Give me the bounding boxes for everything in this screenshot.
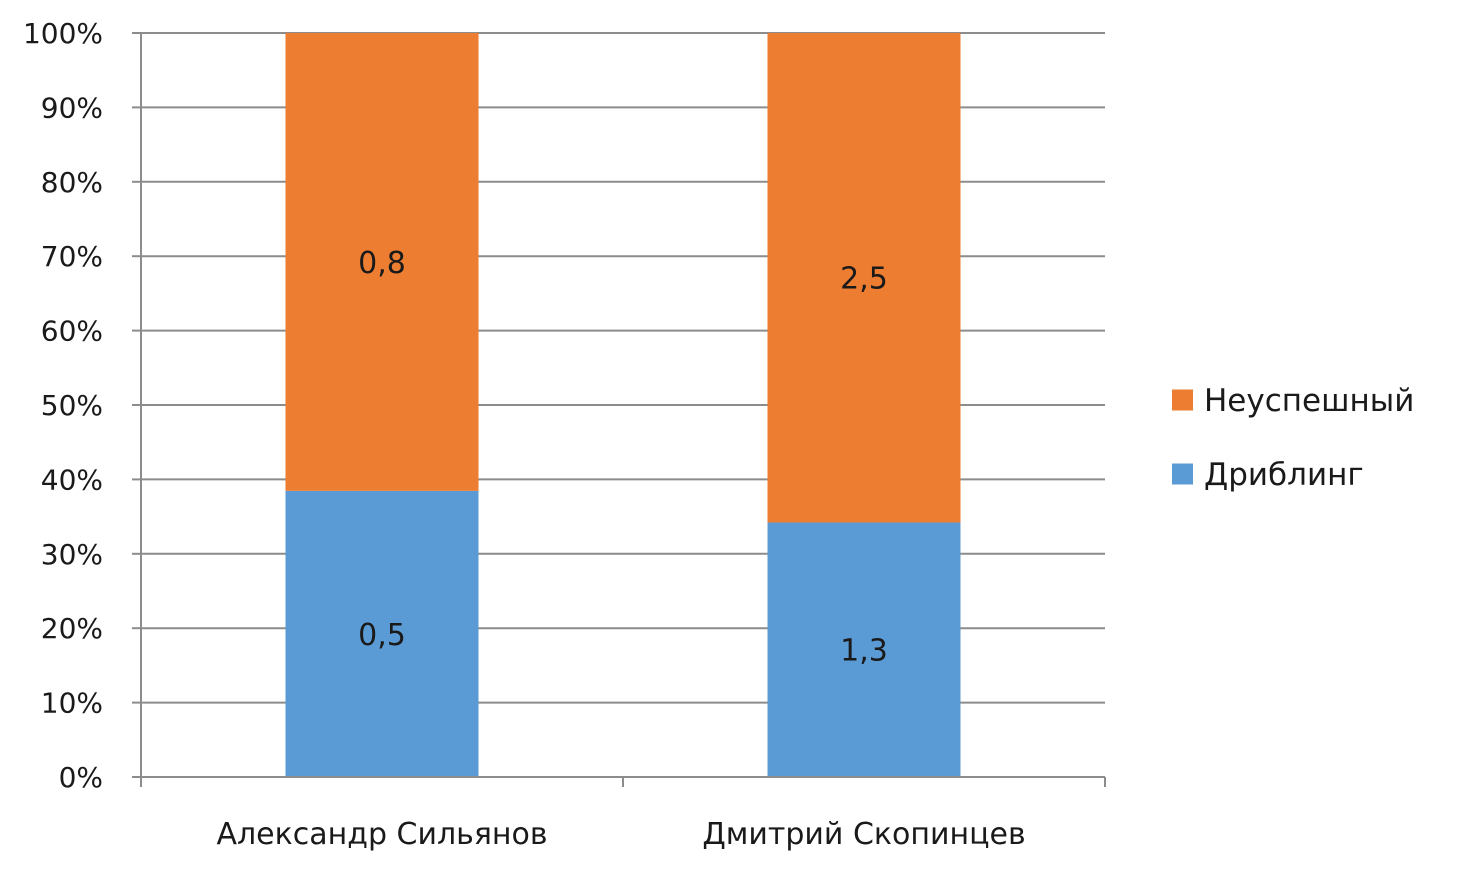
data-label: 1,3 — [840, 634, 888, 669]
bar-segment — [767, 33, 961, 523]
bar-segment — [767, 522, 961, 777]
bar-segment — [285, 490, 479, 777]
data-label: 0,8 — [358, 246, 406, 281]
axes — [132, 32, 1106, 787]
category-label: Александр Сильянов — [216, 817, 547, 852]
y-tick-labels: 0% 10% 20% 30% 40% 50% 60% 70% 80% 90% 100% — [23, 17, 103, 794]
y-tick-label: 20% — [41, 612, 103, 645]
category-label: Дмитрий Скопинцев — [702, 817, 1025, 852]
category-labels: Александр Сильянов Дмитрий Скопинцев — [216, 817, 1025, 852]
data-label: 0,5 — [358, 618, 406, 653]
y-tick-label: 50% — [41, 389, 103, 422]
y-tick-label: 40% — [41, 463, 103, 496]
y-tick-label: 80% — [41, 166, 103, 199]
y-tick-label: 90% — [41, 91, 103, 124]
y-tick-label: 10% — [41, 687, 103, 720]
legend: Неуспешный Дриблинг — [1172, 383, 1414, 493]
legend-swatch — [1172, 389, 1193, 411]
data-label: 2,5 — [840, 262, 888, 297]
legend-label: Дриблинг — [1204, 457, 1364, 493]
y-tick-label: 30% — [41, 538, 103, 571]
y-tick-label: 60% — [41, 315, 103, 348]
bar-segment — [285, 33, 479, 491]
y-tick-label: 0% — [59, 761, 103, 794]
legend-swatch — [1172, 463, 1193, 485]
y-tick-label: 70% — [41, 240, 103, 273]
y-tick-label: 100% — [23, 17, 103, 50]
bars: 0,5 0,8 1,3 2,5 — [285, 33, 961, 777]
legend-label: Неуспешный — [1204, 383, 1414, 419]
